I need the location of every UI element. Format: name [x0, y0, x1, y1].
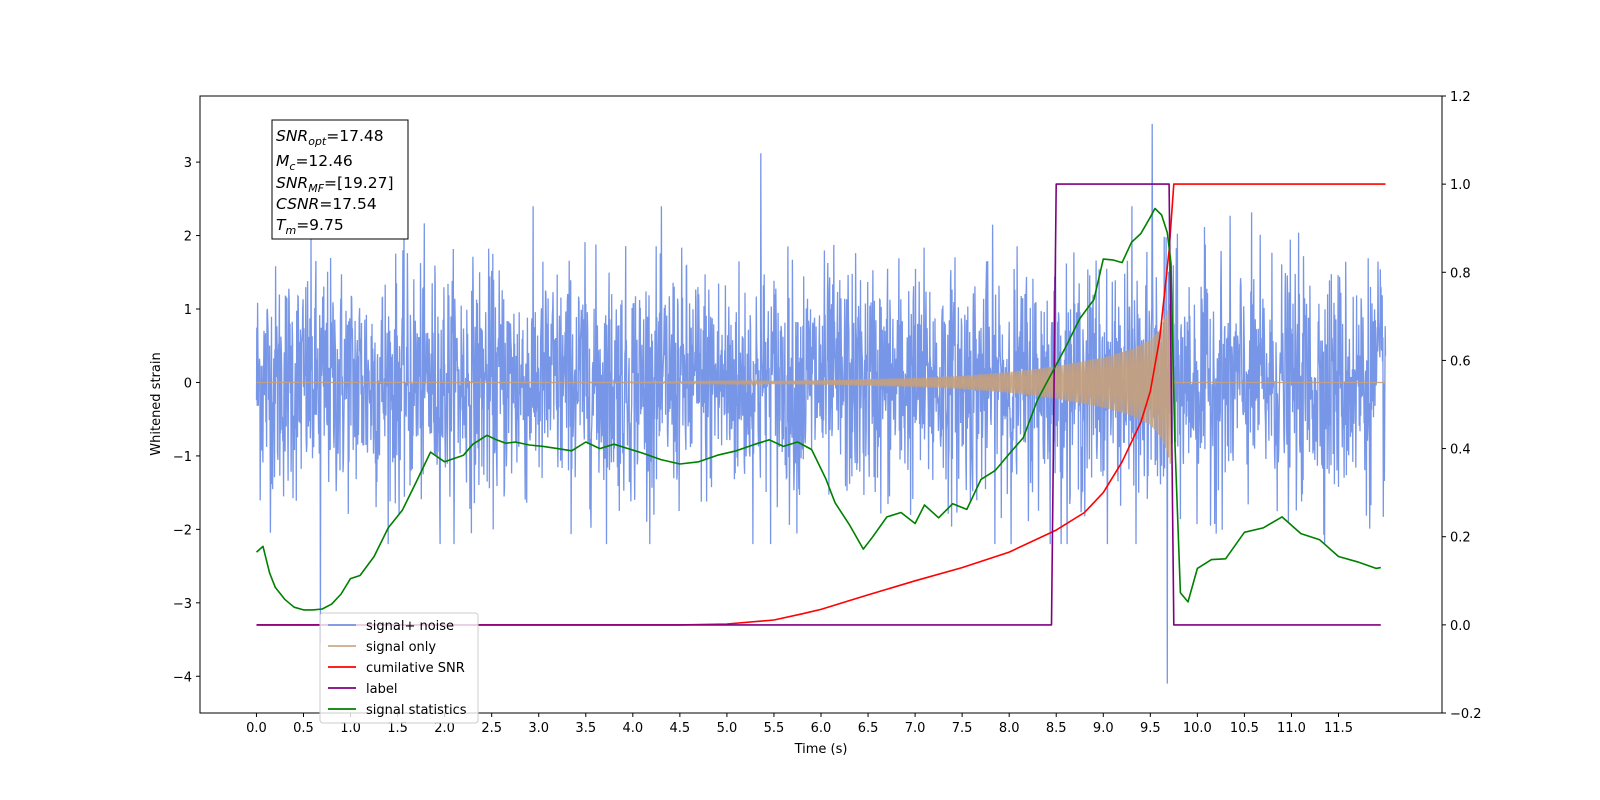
x-tick-label: 4.5 — [670, 721, 691, 736]
x-axis: 0.0 0.5 1.0 1.5 2.0 2.5 3.0 3.5 4.0 4.5 5.0 5.5 6.0 6… — [246, 713, 1353, 736]
x-tick-label: 9.5 — [1140, 721, 1161, 736]
x-tick-label: 3.5 — [575, 721, 596, 736]
annotation-line: SNRopt=17.48 — [276, 127, 384, 148]
x-tick-label: 10.0 — [1183, 721, 1212, 736]
y-tick-label: 1 — [184, 303, 192, 318]
y-axis-left: −4 −3 −2 −1 0 1 2 3 — [173, 156, 200, 685]
legend-label: signal statistics — [366, 703, 467, 718]
y-tick-label: −1 — [173, 450, 192, 465]
x-tick-label: 6.0 — [811, 721, 832, 736]
legend: signal+ noise signal only cumilative SNR la… — [319, 612, 479, 724]
annotation-line: CSNR=17.54 — [276, 195, 377, 213]
y-tick-label: 0 — [184, 376, 192, 391]
x-tick-label: 2.0 — [434, 721, 455, 736]
y-tick-label: 2 — [184, 230, 192, 245]
annotation-line: SNRMF=[19.27] — [276, 174, 394, 195]
x-tick-label: 7.5 — [952, 721, 973, 736]
annotation-line: Mc=12.46 — [276, 152, 353, 173]
x-tick-label: 2.5 — [481, 721, 502, 736]
x-tick-label: 5.5 — [764, 721, 785, 736]
series-cumulative-snr — [256, 183, 1386, 626]
legend-label: signal only — [366, 640, 436, 655]
y2-tick-label: −0.2 — [1450, 707, 1482, 722]
y2-tick-label: 0.4 — [1450, 443, 1471, 458]
x-tick-label: 9.0 — [1093, 721, 1114, 736]
y2-tick-label: 1.2 — [1450, 90, 1471, 105]
series-label — [256, 183, 1381, 626]
x-tick-label: 0.0 — [246, 721, 267, 736]
series-signal-statistics — [255, 207, 1381, 611]
x-tick-label: 7.0 — [905, 721, 926, 736]
plot-area — [255, 123, 1387, 684]
legend-frame — [319, 612, 479, 724]
y-tick-label: −3 — [173, 597, 192, 612]
x-axis-label: Time (s) — [794, 742, 848, 757]
y-tick-label: −4 — [173, 670, 192, 685]
x-tick-label: 8.0 — [999, 721, 1020, 736]
x-tick-label: 6.5 — [858, 721, 879, 736]
annotation-line: Tm=9.75 — [276, 216, 344, 237]
y-tick-label: 3 — [184, 156, 192, 171]
x-tick-label: 3.0 — [528, 721, 549, 736]
x-tick-label: 5.0 — [717, 721, 738, 736]
y2-tick-label: 0.2 — [1450, 531, 1471, 546]
y-axis-right: −0.2 0.0 0.2 0.4 0.6 0.8 1.0 1.2 — [1442, 90, 1482, 722]
y2-tick-label: 0.6 — [1450, 354, 1471, 369]
x-tick-label: 11.0 — [1277, 721, 1306, 736]
legend-label: label — [366, 682, 397, 697]
y2-tick-label: 0.0 — [1450, 619, 1471, 634]
annotation-frame — [271, 119, 409, 240]
legend-label: signal+ noise — [366, 619, 454, 634]
series-signal-only — [256, 297, 1386, 464]
x-tick-label: 4.0 — [622, 721, 643, 736]
annotation-box: SNRopt=17.48 Mc=12.46SNRMF=[19.27]CSNR=17… — [271, 119, 409, 240]
x-tick-label: 10.5 — [1230, 721, 1259, 736]
series-signal-noise — [255, 123, 1387, 684]
x-tick-label: 8.5 — [1046, 721, 1067, 736]
legend-label: cumilative SNR — [366, 661, 465, 676]
y-axis-label: Whitened strain — [149, 352, 164, 455]
x-tick-label: 1.5 — [387, 721, 408, 736]
x-tick-label: 11.5 — [1324, 721, 1353, 736]
x-tick-label: 1.0 — [340, 721, 361, 736]
y2-tick-label: 0.8 — [1450, 266, 1471, 281]
y2-tick-label: 1.0 — [1450, 178, 1471, 193]
x-tick-label: 0.5 — [293, 721, 314, 736]
y-tick-label: −2 — [173, 523, 192, 538]
